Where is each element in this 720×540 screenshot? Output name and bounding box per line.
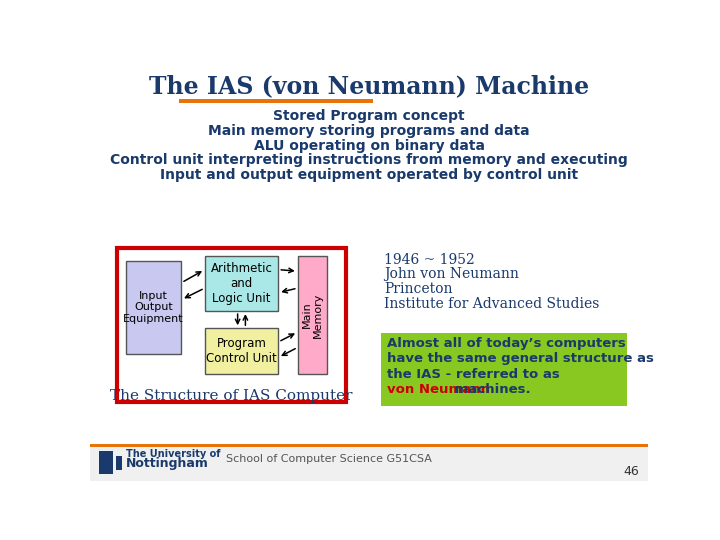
Text: The Structure of IAS Computer: The Structure of IAS Computer <box>110 389 353 403</box>
Text: Control unit interpreting instructions from memory and executing: Control unit interpreting instructions f… <box>110 153 628 167</box>
Text: Input and output equipment operated by control unit: Input and output equipment operated by c… <box>160 168 578 182</box>
FancyBboxPatch shape <box>297 256 327 374</box>
Text: School of Computer Science G51CSA: School of Computer Science G51CSA <box>225 454 431 464</box>
FancyBboxPatch shape <box>204 328 279 374</box>
Text: Arithmetic
and
Logic Unit: Arithmetic and Logic Unit <box>210 262 272 305</box>
Text: have the same general structure as: have the same general structure as <box>387 353 654 366</box>
Text: Program
Control Unit: Program Control Unit <box>206 338 277 365</box>
FancyBboxPatch shape <box>90 448 648 481</box>
Text: Institute for Advanced Studies: Institute for Advanced Studies <box>384 296 600 310</box>
FancyBboxPatch shape <box>204 256 279 311</box>
Text: the IAS - referred to as: the IAS - referred to as <box>387 368 559 381</box>
Text: John von Neumann: John von Neumann <box>384 267 519 281</box>
FancyBboxPatch shape <box>179 99 373 103</box>
Text: The IAS (von Neumann) Machine: The IAS (von Neumann) Machine <box>149 75 589 98</box>
Text: von Neumann: von Neumann <box>387 383 490 396</box>
Text: Main
Memory: Main Memory <box>302 292 323 338</box>
Text: Princeton: Princeton <box>384 282 453 296</box>
FancyBboxPatch shape <box>126 261 181 354</box>
FancyBboxPatch shape <box>116 456 122 470</box>
Text: The University of: The University of <box>126 449 220 458</box>
FancyBboxPatch shape <box>90 444 648 448</box>
Text: Almost all of today’s computers: Almost all of today’s computers <box>387 337 626 350</box>
Text: ALU operating on binary data: ALU operating on binary data <box>253 139 485 153</box>
Text: 1946 ~ 1952: 1946 ~ 1952 <box>384 253 475 267</box>
Text: Main memory storing programs and data: Main memory storing programs and data <box>208 124 530 138</box>
FancyBboxPatch shape <box>381 333 627 406</box>
Text: machines.: machines. <box>451 383 531 396</box>
Text: 46: 46 <box>623 465 639 478</box>
FancyBboxPatch shape <box>99 451 113 475</box>
FancyBboxPatch shape <box>117 248 346 402</box>
Text: Stored Program concept: Stored Program concept <box>273 110 465 123</box>
Text: Nottingham: Nottingham <box>126 457 209 470</box>
Text: Input
Output
Equipment: Input Output Equipment <box>123 291 184 324</box>
